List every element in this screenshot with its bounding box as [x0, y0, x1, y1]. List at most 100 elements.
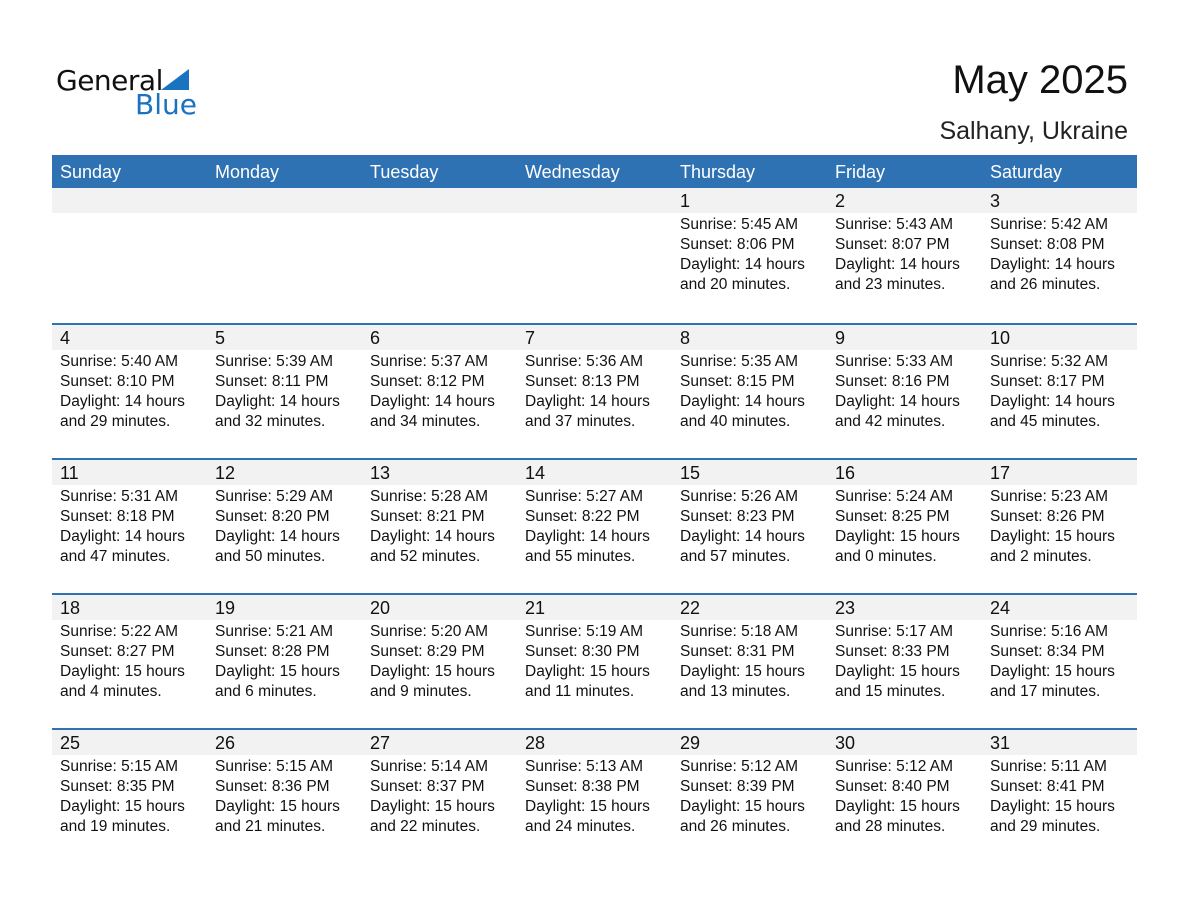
sunrise-text: Sunrise: 5:32 AM: [990, 353, 1109, 370]
day-number: 11: [52, 460, 207, 485]
daylight-text: Daylight: 15 hours: [60, 798, 185, 815]
sun-info: Sunrise: 5:17 AM Sunset: 8:33 PM Daylight:…: [827, 620, 982, 702]
sunrise-text: Sunrise: 5:12 AM: [680, 758, 799, 775]
minutes-text: and 37 minutes.: [525, 413, 636, 430]
sun-info: Sunrise: 5:29 AM Sunset: 8:20 PM Daylight:…: [207, 485, 362, 567]
sunset-text: Sunset: 8:36 PM: [215, 778, 330, 795]
day-number: 9: [827, 325, 982, 350]
day-number: 19: [207, 595, 362, 620]
day-cell: 29 Sunrise: 5:12 AM Sunset: 8:39 PM Dayligh…: [672, 730, 827, 863]
daylight-text: Daylight: 15 hours: [835, 528, 960, 545]
calendar-grid: Sunday Monday Tuesday Wednesday Thursday Frid…: [52, 155, 1137, 863]
weekday-sunday: Sunday: [60, 162, 122, 182]
daylight-text: Daylight: 15 hours: [680, 663, 805, 680]
daylight-text: Daylight: 15 hours: [370, 663, 495, 680]
day-cell: 18 Sunrise: 5:22 AM Sunset: 8:27 PM Dayligh…: [52, 595, 207, 728]
sunset-text: Sunset: 8:27 PM: [60, 643, 175, 660]
sunrise-text: Sunrise: 5:29 AM: [215, 488, 334, 505]
minutes-text: and 34 minutes.: [370, 413, 481, 430]
sun-info: Sunrise: 5:31 AM Sunset: 8:18 PM Daylight:…: [52, 485, 207, 567]
minutes-text: and 26 minutes.: [990, 276, 1101, 293]
day-number: [362, 188, 517, 213]
minutes-text: and 9 minutes.: [370, 683, 472, 700]
week-row: 4 Sunrise: 5:40 AM Sunset: 8:10 PM Daylight…: [52, 323, 1137, 458]
sun-info: Sunrise: 5:39 AM Sunset: 8:11 PM Daylight:…: [207, 350, 362, 432]
empty-cell: [517, 188, 672, 323]
weekday-monday: Monday: [215, 162, 280, 182]
sunset-text: Sunset: 8:37 PM: [370, 778, 485, 795]
sun-info: Sunrise: 5:32 AM Sunset: 8:17 PM Daylight:…: [982, 350, 1137, 432]
sun-info: Sunrise: 5:21 AM Sunset: 8:28 PM Daylight:…: [207, 620, 362, 702]
minutes-text: and 21 minutes.: [215, 818, 326, 835]
sunset-text: Sunset: 8:07 PM: [835, 236, 950, 253]
day-number: [52, 188, 207, 213]
day-number: 14: [517, 460, 672, 485]
sunrise-text: Sunrise: 5:23 AM: [990, 488, 1109, 505]
sunset-text: Sunset: 8:06 PM: [680, 236, 795, 253]
location: Salhany, Ukraine: [939, 117, 1128, 145]
sun-info: Sunrise: 5:15 AM Sunset: 8:35 PM Daylight:…: [52, 755, 207, 837]
minutes-text: and 45 minutes.: [990, 413, 1101, 430]
sun-info: Sunrise: 5:43 AM Sunset: 8:07 PM Daylight:…: [827, 213, 982, 295]
daylight-text: Daylight: 14 hours: [835, 256, 960, 273]
minutes-text: and 32 minutes.: [215, 413, 326, 430]
day-cell: 10 Sunrise: 5:32 AM Sunset: 8:17 PM Dayligh…: [982, 325, 1137, 458]
sunset-text: Sunset: 8:41 PM: [990, 778, 1105, 795]
sunrise-text: Sunrise: 5:35 AM: [680, 353, 799, 370]
day-cell: 11 Sunrise: 5:31 AM Sunset: 8:18 PM Dayligh…: [52, 460, 207, 593]
day-number: 3: [982, 188, 1137, 213]
day-number: 2: [827, 188, 982, 213]
sunrise-text: Sunrise: 5:11 AM: [990, 758, 1107, 775]
day-cell: 28 Sunrise: 5:13 AM Sunset: 8:38 PM Dayligh…: [517, 730, 672, 863]
sun-info: Sunrise: 5:27 AM Sunset: 8:22 PM Daylight:…: [517, 485, 672, 567]
weekday-friday: Friday: [835, 162, 886, 182]
sunrise-text: Sunrise: 5:15 AM: [215, 758, 334, 775]
day-cell: 1 Sunrise: 5:45 AM Sunset: 8:06 PM Daylight…: [672, 188, 827, 323]
daylight-text: Daylight: 15 hours: [215, 798, 340, 815]
sunset-text: Sunset: 8:22 PM: [525, 508, 640, 525]
day-cell: 22 Sunrise: 5:18 AM Sunset: 8:31 PM Dayligh…: [672, 595, 827, 728]
sun-info: Sunrise: 5:33 AM Sunset: 8:16 PM Daylight:…: [827, 350, 982, 432]
day-cell: 12 Sunrise: 5:29 AM Sunset: 8:20 PM Dayligh…: [207, 460, 362, 593]
sunset-text: Sunset: 8:40 PM: [835, 778, 950, 795]
sunset-text: Sunset: 8:29 PM: [370, 643, 485, 660]
daylight-text: Daylight: 14 hours: [990, 256, 1115, 273]
sunset-text: Sunset: 8:12 PM: [370, 373, 485, 390]
day-number: [517, 188, 672, 213]
day-number: 18: [52, 595, 207, 620]
minutes-text: and 20 minutes.: [680, 276, 791, 293]
day-number: 12: [207, 460, 362, 485]
week-row: 11 Sunrise: 5:31 AM Sunset: 8:18 PM Dayligh…: [52, 458, 1137, 593]
day-number: 31: [982, 730, 1137, 755]
sunset-text: Sunset: 8:21 PM: [370, 508, 485, 525]
sun-info: Sunrise: 5:19 AM Sunset: 8:30 PM Daylight:…: [517, 620, 672, 702]
sunset-text: Sunset: 8:10 PM: [60, 373, 175, 390]
daylight-text: Daylight: 14 hours: [990, 393, 1115, 410]
minutes-text: and 29 minutes.: [990, 818, 1101, 835]
day-number: 23: [827, 595, 982, 620]
sunrise-text: Sunrise: 5:12 AM: [835, 758, 954, 775]
day-cell: 7 Sunrise: 5:36 AM Sunset: 8:13 PM Daylight…: [517, 325, 672, 458]
sunrise-text: Sunrise: 5:31 AM: [60, 488, 179, 505]
month-title: May 2025: [952, 58, 1128, 102]
week-row: 1 Sunrise: 5:45 AM Sunset: 8:06 PM Daylight…: [52, 188, 1137, 323]
day-cell: 30 Sunrise: 5:12 AM Sunset: 8:40 PM Dayligh…: [827, 730, 982, 863]
minutes-text: and 19 minutes.: [60, 818, 171, 835]
day-cell: 3 Sunrise: 5:42 AM Sunset: 8:08 PM Daylight…: [982, 188, 1137, 323]
day-cell: 24 Sunrise: 5:16 AM Sunset: 8:34 PM Dayligh…: [982, 595, 1137, 728]
minutes-text: and 6 minutes.: [215, 683, 317, 700]
day-number: 22: [672, 595, 827, 620]
sun-info: Sunrise: 5:14 AM Sunset: 8:37 PM Daylight:…: [362, 755, 517, 837]
sunrise-text: Sunrise: 5:13 AM: [525, 758, 644, 775]
sun-info: Sunrise: 5:35 AM Sunset: 8:15 PM Daylight:…: [672, 350, 827, 432]
sunrise-text: Sunrise: 5:24 AM: [835, 488, 954, 505]
sun-info: Sunrise: 5:40 AM Sunset: 8:10 PM Daylight:…: [52, 350, 207, 432]
weekday-wednesday: Wednesday: [525, 162, 620, 182]
day-number: 7: [517, 325, 672, 350]
sunrise-text: Sunrise: 5:37 AM: [370, 353, 489, 370]
daylight-text: Daylight: 14 hours: [525, 393, 650, 410]
daylight-text: Daylight: 15 hours: [990, 798, 1115, 815]
day-cell: 6 Sunrise: 5:37 AM Sunset: 8:12 PM Daylight…: [362, 325, 517, 458]
sunrise-text: Sunrise: 5:16 AM: [990, 623, 1109, 640]
